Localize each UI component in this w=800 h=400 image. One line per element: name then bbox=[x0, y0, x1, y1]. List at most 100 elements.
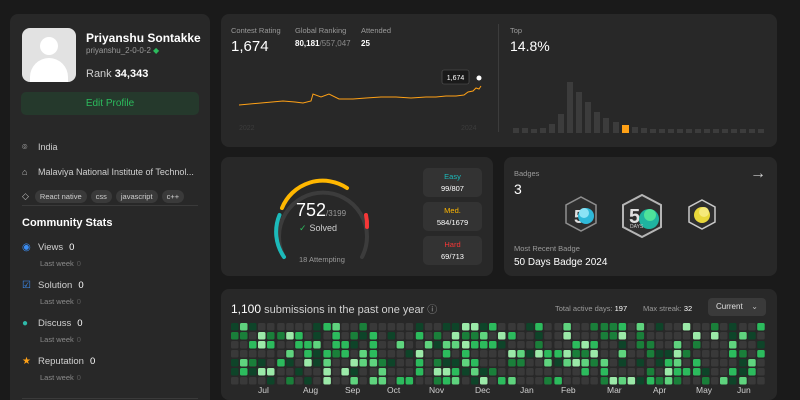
heatmap-cell[interactable] bbox=[646, 332, 655, 340]
heatmap-cell[interactable] bbox=[627, 377, 636, 385]
heatmap-cell[interactable] bbox=[517, 332, 525, 340]
heatmap-cell[interactable] bbox=[498, 368, 506, 376]
heatmap-cell[interactable] bbox=[535, 368, 543, 376]
heatmap-cell[interactable] bbox=[590, 368, 598, 376]
heatmap-cell[interactable] bbox=[739, 368, 747, 376]
heatmap-cell[interactable] bbox=[590, 350, 598, 358]
heatmap-cell[interactable] bbox=[489, 359, 497, 367]
heatmap-cell[interactable] bbox=[729, 350, 737, 358]
heatmap-cell[interactable] bbox=[627, 350, 636, 358]
heatmap-cell[interactable] bbox=[415, 332, 424, 340]
heatmap-cell[interactable] bbox=[286, 332, 294, 340]
heatmap-cell[interactable] bbox=[682, 323, 691, 331]
heatmap-cell[interactable] bbox=[277, 359, 285, 367]
edit-profile-button[interactable]: Edit Profile bbox=[21, 92, 199, 115]
heatmap-cell[interactable] bbox=[295, 377, 303, 385]
heatmap-cell[interactable] bbox=[341, 368, 349, 376]
heatmap-cell[interactable] bbox=[313, 377, 321, 385]
avatar[interactable] bbox=[22, 28, 76, 82]
heatmap-cell[interactable] bbox=[702, 350, 710, 358]
heatmap-cell[interactable] bbox=[249, 368, 257, 376]
heatmap-cell[interactable] bbox=[517, 341, 525, 349]
heatmap-cell[interactable] bbox=[664, 332, 673, 340]
heatmap-cell[interactable] bbox=[526, 350, 534, 358]
heatmap-cell[interactable] bbox=[313, 341, 321, 349]
heatmap-cell[interactable] bbox=[369, 332, 378, 340]
heatmap-cell[interactable] bbox=[609, 359, 618, 367]
heatmap-cell[interactable] bbox=[563, 368, 571, 376]
heatmap-cell[interactable] bbox=[581, 323, 589, 331]
heatmap-cell[interactable] bbox=[535, 341, 543, 349]
heatmap-cell[interactable] bbox=[369, 341, 378, 349]
heatmap-cell[interactable] bbox=[313, 368, 321, 376]
heatmap-cell[interactable] bbox=[249, 341, 257, 349]
heatmap-cell[interactable] bbox=[295, 368, 303, 376]
heatmap-cell[interactable] bbox=[673, 332, 682, 340]
heatmap-cell[interactable] bbox=[369, 377, 378, 385]
heatmap-cell[interactable] bbox=[341, 323, 349, 331]
heatmap-cell[interactable] bbox=[590, 323, 598, 331]
heatmap-cell[interactable] bbox=[618, 368, 627, 376]
heatmap-cell[interactable] bbox=[544, 359, 552, 367]
heatmap-cell[interactable] bbox=[757, 341, 765, 349]
heatmap-cell[interactable] bbox=[720, 332, 728, 340]
heatmap-cell[interactable] bbox=[544, 341, 552, 349]
heatmap-cell[interactable] bbox=[711, 368, 719, 376]
heatmap-cell[interactable] bbox=[554, 377, 562, 385]
heatmap-cell[interactable] bbox=[563, 323, 571, 331]
heatmap-cell[interactable] bbox=[702, 323, 710, 331]
heatmap-cell[interactable] bbox=[295, 332, 303, 340]
heatmap-cell[interactable] bbox=[387, 359, 396, 367]
heatmap-cell[interactable] bbox=[341, 377, 349, 385]
heatmap-cell[interactable] bbox=[572, 359, 580, 367]
heatmap-cell[interactable] bbox=[258, 359, 266, 367]
solved-progress-ring[interactable] bbox=[269, 171, 377, 279]
heatmap-cell[interactable] bbox=[267, 341, 275, 349]
heatmap-cell[interactable] bbox=[563, 359, 571, 367]
heatmap-cell[interactable] bbox=[258, 377, 266, 385]
heatmap-cell[interactable] bbox=[286, 368, 294, 376]
heatmap-cell[interactable] bbox=[682, 377, 691, 385]
difficulty-easy[interactable]: Easy 99/807 bbox=[423, 168, 482, 197]
heatmap-cell[interactable] bbox=[739, 377, 747, 385]
heatmap-cell[interactable] bbox=[471, 350, 479, 358]
heatmap-cell[interactable] bbox=[693, 323, 701, 331]
heatmap-cell[interactable] bbox=[332, 323, 340, 331]
submission-heatmap[interactable] bbox=[221, 289, 777, 400]
year-select[interactable]: Current ⌄ bbox=[708, 298, 766, 316]
heatmap-cell[interactable] bbox=[471, 368, 479, 376]
heatmap-cell[interactable] bbox=[664, 323, 673, 331]
heatmap-cell[interactable] bbox=[471, 341, 479, 349]
heatmap-cell[interactable] bbox=[673, 377, 682, 385]
heatmap-cell[interactable] bbox=[572, 323, 580, 331]
heatmap-cell[interactable] bbox=[304, 341, 312, 349]
heatmap-cell[interactable] bbox=[240, 341, 248, 349]
heatmap-cell[interactable] bbox=[442, 368, 451, 376]
heatmap-cell[interactable] bbox=[711, 323, 719, 331]
heatmap-cell[interactable] bbox=[231, 341, 239, 349]
heatmap-cell[interactable] bbox=[664, 368, 673, 376]
heatmap-cell[interactable] bbox=[277, 377, 285, 385]
heatmap-cell[interactable] bbox=[350, 359, 358, 367]
heatmap-cell[interactable] bbox=[627, 341, 636, 349]
heatmap-cell[interactable] bbox=[554, 341, 562, 349]
heatmap-cell[interactable] bbox=[673, 341, 682, 349]
heatmap-cell[interactable] bbox=[618, 359, 627, 367]
heatmap-cell[interactable] bbox=[304, 377, 312, 385]
heatmap-cell[interactable] bbox=[517, 359, 525, 367]
difficulty-hard[interactable]: Hard 69/713 bbox=[423, 236, 482, 265]
skill-tag[interactable]: javascript bbox=[115, 190, 158, 203]
heatmap-cell[interactable] bbox=[405, 368, 414, 376]
heatmap-cell[interactable] bbox=[323, 323, 331, 331]
heatmap-cell[interactable] bbox=[693, 368, 701, 376]
heatmap-cell[interactable] bbox=[627, 359, 636, 367]
heatmap-cell[interactable] bbox=[378, 332, 387, 340]
heatmap-cell[interactable] bbox=[526, 341, 534, 349]
heatmap-cell[interactable] bbox=[711, 377, 719, 385]
heatmap-cell[interactable] bbox=[535, 323, 543, 331]
heatmap-cell[interactable] bbox=[508, 341, 516, 349]
badge-50-days-b[interactable]: 5 DAYS bbox=[622, 193, 662, 239]
heatmap-cell[interactable] bbox=[554, 359, 562, 367]
heatmap-cell[interactable] bbox=[517, 350, 525, 358]
info-icon[interactable]: ⓘ bbox=[427, 305, 438, 316]
